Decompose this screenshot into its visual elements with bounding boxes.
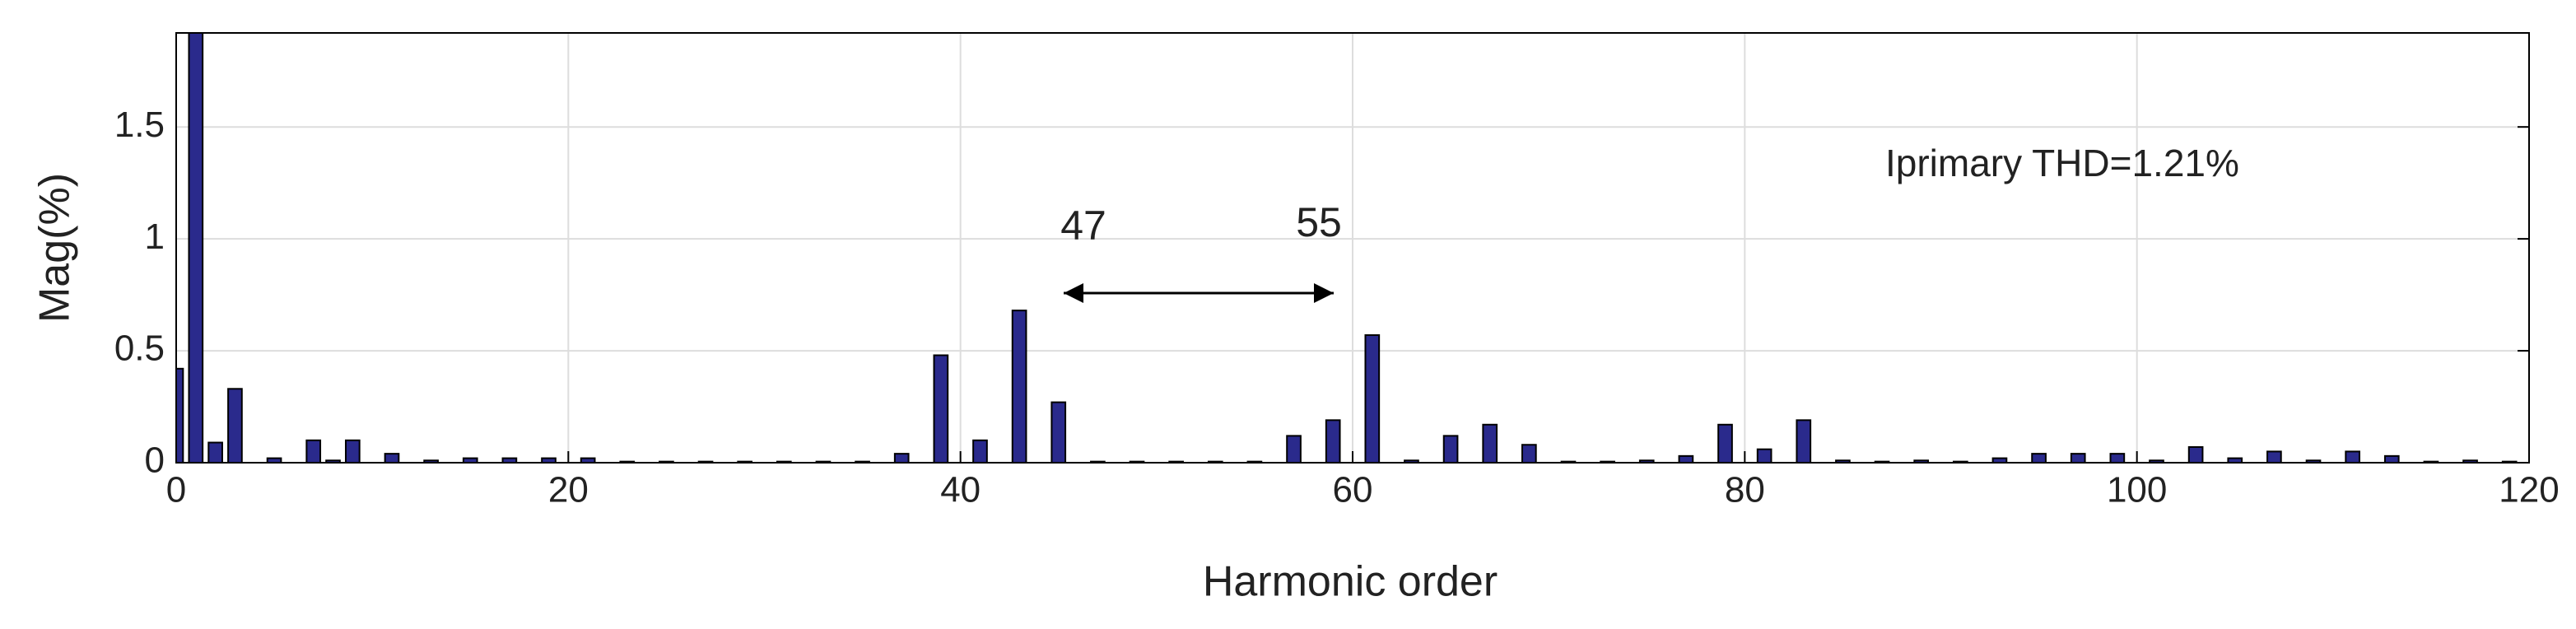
bar	[188, 33, 204, 463]
bar	[2031, 453, 2047, 463]
bar	[1442, 435, 1459, 463]
bar	[893, 453, 910, 463]
bar	[541, 457, 557, 463]
bar	[1756, 448, 1772, 463]
bar	[266, 457, 282, 463]
y-tick-label: 1	[145, 217, 165, 257]
y-tick-label: 0.5	[114, 328, 165, 369]
bar	[580, 457, 596, 463]
bar	[423, 459, 439, 463]
bar	[1050, 401, 1067, 463]
bar	[345, 439, 361, 463]
bar	[1835, 459, 1851, 463]
bar	[1521, 444, 1537, 463]
bar	[1913, 459, 1930, 463]
bar	[1404, 459, 1419, 463]
bar	[1482, 423, 1498, 463]
bar	[933, 354, 949, 463]
bar	[305, 439, 322, 463]
bar	[2070, 453, 2086, 463]
bar	[227, 388, 243, 463]
y-tick-label: 0	[145, 440, 165, 481]
bar	[2109, 453, 2126, 463]
x-tick-label: 40	[940, 470, 981, 510]
annotation: 47	[1060, 203, 1106, 249]
bar	[1364, 334, 1381, 463]
annotation: 55	[1296, 199, 1342, 245]
x-tick-label: 100	[2107, 470, 2167, 510]
bar	[325, 459, 341, 463]
bar	[2187, 445, 2204, 463]
annotation: Iprimary THD=1.21%	[1885, 142, 2239, 184]
bar	[2305, 459, 2322, 463]
bar	[1286, 435, 1302, 463]
bar	[1991, 457, 2008, 463]
bar	[2227, 457, 2243, 463]
bar	[1325, 419, 1341, 463]
bar	[2383, 454, 2400, 463]
x-tick-label: 0	[166, 470, 186, 510]
bar	[1011, 310, 1027, 463]
bar	[2149, 459, 2164, 463]
x-tick-label: 20	[548, 470, 589, 510]
bar	[2266, 450, 2282, 463]
bar	[1717, 423, 1733, 463]
y-tick-label: 1.5	[114, 105, 165, 145]
bar	[462, 457, 478, 463]
plot-frame	[175, 32, 2530, 464]
bar	[1678, 454, 1694, 463]
bar	[2345, 450, 2360, 463]
bar	[207, 441, 223, 463]
y-axis-label: Mag(%)	[31, 173, 79, 323]
x-tick-label: 120	[2499, 470, 2559, 510]
x-axis-label: Harmonic order	[1203, 558, 1498, 606]
x-tick-label: 80	[1725, 470, 1765, 510]
bar	[972, 439, 988, 463]
bar	[1638, 459, 1655, 463]
bar	[501, 457, 518, 463]
bar	[2462, 459, 2478, 463]
x-tick-label: 60	[1333, 470, 1373, 510]
bar	[1796, 419, 1812, 463]
bars	[176, 33, 2518, 463]
bar	[384, 453, 400, 463]
